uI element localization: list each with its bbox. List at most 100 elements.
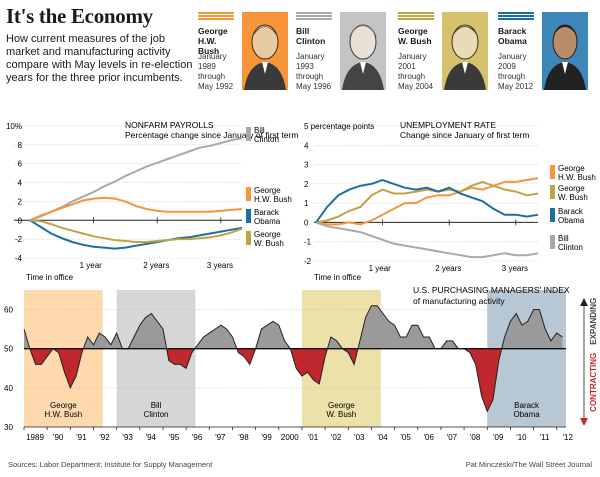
- y-tick-label: 40: [4, 384, 13, 393]
- y-tick-label: 4: [304, 141, 309, 150]
- legend-label: H.W. Bush: [254, 195, 292, 204]
- portrait-w-bush-icon: [442, 12, 488, 90]
- expanding-label: EXPANDING: [589, 298, 598, 345]
- legend-label: George: [558, 164, 585, 173]
- legend-label: Bill: [558, 234, 569, 243]
- y-tick-label: 8: [18, 141, 23, 150]
- x-tick-label: 3 years: [207, 261, 233, 270]
- y-tick-label: -2: [15, 235, 23, 244]
- contracting-label: CONTRACTING: [589, 353, 598, 412]
- y-tick-label: 2: [304, 180, 309, 189]
- chart-subtitle: of manufacturing activity: [413, 296, 505, 306]
- chart-title: NONFARM PAYROLLS: [125, 120, 214, 130]
- x-tick-label: '95: [169, 433, 180, 442]
- legend-label: Barack: [558, 207, 584, 216]
- series-line: [29, 196, 243, 222]
- legend-label: Barack: [254, 208, 280, 217]
- legend-swatch: [550, 208, 555, 222]
- payrolls-chart: -4 -2 0 2 4 6 8 10% 1 year 2 years 3 years NONFARM…: [6, 120, 298, 282]
- president-name: Barack Obama: [498, 26, 527, 46]
- term-label: Bill: [151, 401, 162, 410]
- series-line: [315, 178, 539, 223]
- x-tick-label: 1 year: [369, 264, 392, 273]
- x-tick-label: '04: [377, 433, 388, 442]
- y-tick-label: 4: [18, 179, 23, 188]
- y-tick-label: 50: [4, 345, 13, 354]
- x-tick-label: 2 years: [143, 261, 169, 270]
- term-label: Clinton: [144, 410, 169, 419]
- x-tick-label: '06: [424, 433, 435, 442]
- portrait-hw-bush-icon: [242, 12, 288, 90]
- president-name: Bill Clinton: [296, 26, 326, 46]
- y-tick-label: 10%: [6, 122, 22, 131]
- x-tick-label: 2 years: [435, 264, 461, 273]
- legend-label: W. Bush: [254, 239, 284, 248]
- legend-swatch: [246, 187, 251, 201]
- series-line: [315, 177, 539, 226]
- legend-swatch: [550, 235, 555, 249]
- x-axis-label: Time in office: [314, 273, 362, 282]
- footer-credit: Pat Minczeski/The Wall Street Journal: [465, 460, 592, 469]
- x-tick-label: '91: [76, 433, 87, 442]
- x-tick-label: '01: [308, 433, 319, 442]
- series-line: [29, 219, 243, 243]
- chart-subtitle: Percentage change since January of first…: [125, 130, 298, 140]
- x-tick-label: '05: [400, 433, 411, 442]
- president-name: George H.W. Bush: [198, 26, 228, 56]
- legend-swatch: [550, 165, 555, 179]
- legend-swatch: [246, 127, 251, 141]
- y-tick-label: -1: [304, 238, 312, 247]
- legend-label: W. Bush: [558, 193, 588, 202]
- term-label: George: [50, 401, 77, 410]
- x-tick-label: '99: [261, 433, 272, 442]
- series-line: [29, 137, 243, 222]
- x-tick-label: '03: [354, 433, 365, 442]
- portrait-obama-icon: [542, 12, 588, 90]
- y-tick-label: 60: [4, 306, 13, 315]
- legend-label: George: [254, 230, 281, 239]
- term-label: W. Bush: [326, 410, 356, 419]
- x-tick-label: '93: [122, 433, 133, 442]
- unemployment-chart: -2 -1 0 1 2 3 4 5 percentage points 1 year 2 year…: [304, 120, 596, 282]
- x-tick-label: 1989: [26, 433, 44, 442]
- x-tick-label: '09: [493, 433, 504, 442]
- chart-title: U.S. PURCHASING MANAGERS' INDEX: [413, 285, 570, 295]
- page-title: It's the Economy: [6, 4, 153, 28]
- y-tick-label: 1: [304, 199, 309, 208]
- x-tick-label: '11: [540, 433, 550, 442]
- y-tick-label: 0: [304, 218, 309, 227]
- legend-swatch: [246, 209, 251, 223]
- legend-swatch: [550, 185, 555, 199]
- y-tick-label: -2: [304, 257, 312, 266]
- series-line: [315, 221, 539, 259]
- x-tick-label: '02: [331, 433, 342, 442]
- chart-title: UNEMPLOYMENT RATE: [400, 120, 496, 130]
- term-label: Barack: [514, 401, 540, 410]
- x-tick-label: '10: [516, 433, 527, 442]
- term-band: [487, 290, 566, 427]
- y-tick-label: 6: [18, 160, 23, 169]
- area-expanding: [24, 305, 563, 349]
- y-tick-label: 0: [18, 216, 23, 225]
- portrait-clinton-icon: [340, 12, 386, 90]
- chart-subtitle: Change since January of first term: [400, 130, 529, 140]
- footer-source: Sources: Labor Department; Institute for…: [8, 460, 213, 469]
- legend-label: Bill: [254, 126, 265, 135]
- legend-label: H.W. Bush: [558, 173, 596, 182]
- president-name: George W. Bush: [398, 26, 432, 46]
- x-tick-label: '07: [447, 433, 458, 442]
- expanding-arrow-icon: [580, 298, 588, 306]
- president-dates: January 1989 through May 1992: [198, 52, 234, 91]
- y-tick-label: 2: [18, 197, 23, 206]
- x-tick-label: 1 year: [80, 261, 103, 270]
- x-tick-label: '98: [238, 433, 249, 442]
- series-line: [315, 180, 539, 224]
- area-contracting: [29, 348, 502, 412]
- page-subtitle: How current measures of the job market a…: [6, 33, 193, 84]
- president-dates: January 2001 through May 2004: [398, 52, 434, 91]
- president-dates: January 2009 through May 2012: [498, 52, 534, 91]
- legend-label: Obama: [254, 217, 281, 226]
- series-line: [29, 219, 243, 250]
- x-tick-label: '12: [563, 433, 574, 442]
- term-label: Obama: [514, 410, 541, 419]
